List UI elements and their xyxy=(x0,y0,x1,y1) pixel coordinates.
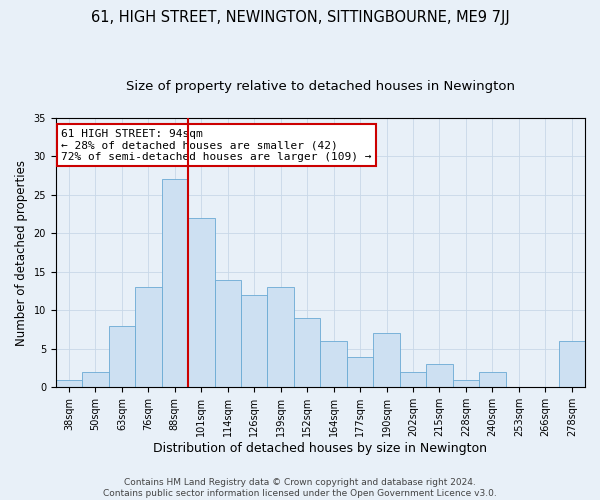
Bar xyxy=(373,334,400,388)
Bar xyxy=(452,380,479,388)
Title: Size of property relative to detached houses in Newington: Size of property relative to detached ho… xyxy=(126,80,515,93)
Bar xyxy=(426,364,452,388)
Bar xyxy=(188,218,215,388)
Bar xyxy=(479,372,506,388)
Bar xyxy=(161,180,188,388)
Bar xyxy=(268,287,294,388)
Bar xyxy=(215,280,241,388)
Bar xyxy=(109,326,135,388)
Bar xyxy=(347,356,373,388)
Bar xyxy=(320,341,347,388)
Bar xyxy=(400,372,426,388)
Bar xyxy=(56,380,82,388)
Text: 61 HIGH STREET: 94sqm
← 28% of detached houses are smaller (42)
72% of semi-deta: 61 HIGH STREET: 94sqm ← 28% of detached … xyxy=(61,128,371,162)
Bar xyxy=(82,372,109,388)
Bar xyxy=(294,318,320,388)
Text: Contains HM Land Registry data © Crown copyright and database right 2024.
Contai: Contains HM Land Registry data © Crown c… xyxy=(103,478,497,498)
Text: 61, HIGH STREET, NEWINGTON, SITTINGBOURNE, ME9 7JJ: 61, HIGH STREET, NEWINGTON, SITTINGBOURN… xyxy=(91,10,509,25)
Bar xyxy=(559,341,585,388)
Y-axis label: Number of detached properties: Number of detached properties xyxy=(15,160,28,346)
X-axis label: Distribution of detached houses by size in Newington: Distribution of detached houses by size … xyxy=(154,442,487,455)
Bar xyxy=(135,287,161,388)
Bar xyxy=(241,295,268,388)
